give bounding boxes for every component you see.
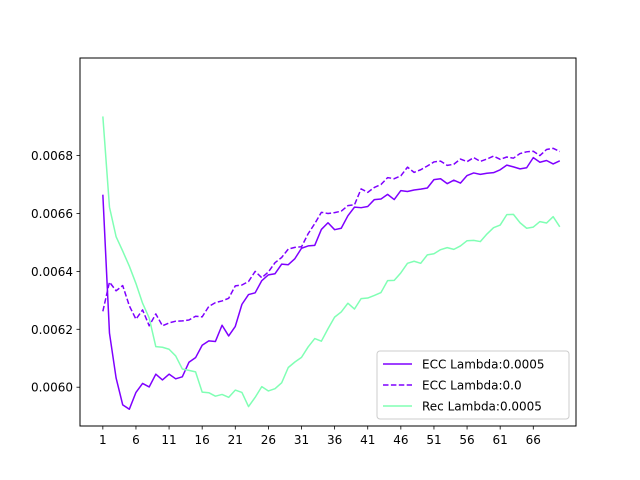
series-line-1 [102, 147, 561, 327]
x-tick-label: 56 [459, 433, 474, 447]
x-tick-label: 61 [493, 433, 508, 447]
x-tick-label: 51 [426, 433, 441, 447]
y-tick-label: 0.0068 [31, 149, 73, 163]
x-tick-label: 6 [132, 433, 140, 447]
x-tick-label: 21 [228, 433, 243, 447]
x-tick-label: 1 [99, 433, 107, 447]
x-tick-label: 11 [161, 433, 176, 447]
x-tick-label: 36 [327, 433, 342, 447]
legend-label-rec-0005: Rec Lambda:0.0005 [422, 400, 542, 414]
y-tick-label: 0.0064 [31, 265, 73, 279]
y-tick-label: 0.0060 [31, 381, 73, 395]
y-axis: 0.0060 0.0062 0.0064 0.0066 0.0068 [31, 149, 80, 395]
legend-box [376, 350, 570, 420]
series-line-2 [102, 116, 561, 408]
series-lines [102, 116, 561, 410]
x-tick-label: 41 [360, 433, 375, 447]
x-tick-label: 31 [294, 433, 309, 447]
x-tick-label: 16 [195, 433, 210, 447]
series-line-0 [102, 156, 561, 410]
x-tick-label: 46 [393, 433, 408, 447]
x-axis: 1 6 11 16 21 26 31 36 41 46 51 56 61 66 [99, 426, 541, 447]
legend: ECC Lambda:0.0005 ECC Lambda:0.0 Rec Lam… [376, 350, 570, 420]
legend-label-ecc-00: ECC Lambda:0.0 [422, 379, 522, 393]
x-tick-label: 26 [261, 433, 276, 447]
y-tick-label: 0.0062 [31, 323, 73, 337]
plot-frame [79, 57, 577, 427]
legend-label-ecc-0005: ECC Lambda:0.0005 [422, 358, 545, 372]
y-tick-label: 0.0066 [31, 207, 73, 221]
x-tick-label: 66 [526, 433, 541, 447]
